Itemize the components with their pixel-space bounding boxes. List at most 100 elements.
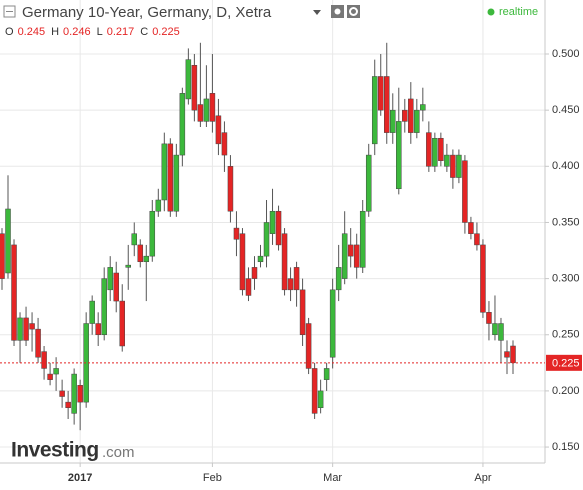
candle-body	[131, 233, 138, 246]
dropdown-arrow[interactable]	[313, 10, 321, 15]
candle-body	[227, 166, 234, 212]
candle-body	[173, 154, 180, 212]
candle-body	[335, 267, 342, 291]
candle-body	[438, 137, 444, 161]
candle-body	[185, 59, 192, 100]
y-tick-label: 0.450	[552, 104, 580, 116]
candle-body	[257, 255, 264, 263]
candle-body	[179, 93, 186, 156]
candle-body	[305, 323, 312, 369]
candle-body	[353, 244, 360, 268]
candle-body	[59, 390, 65, 397]
candle-body	[474, 233, 480, 246]
candle-body	[390, 109, 396, 133]
candle-body	[299, 289, 306, 336]
candle-body	[377, 76, 384, 111]
realtime-dot	[487, 8, 495, 16]
candle-body	[450, 154, 456, 178]
candle-body	[251, 267, 258, 279]
candle-body	[233, 227, 240, 240]
candle-body	[71, 373, 77, 414]
candle-body	[347, 244, 354, 257]
candle-body	[77, 385, 83, 403]
candle-body	[203, 98, 210, 122]
candle-body	[53, 368, 59, 375]
candle-body	[149, 210, 156, 257]
candle-body	[311, 368, 318, 414]
x-tick-label: Mar	[323, 472, 342, 484]
candle-body	[275, 210, 282, 246]
last-price-label: 0.225	[552, 358, 580, 370]
ohlc-letter: L	[97, 26, 103, 38]
candle-body	[101, 278, 107, 336]
candle-body	[365, 154, 372, 212]
candle-body	[396, 121, 402, 190]
candle-body	[263, 222, 270, 257]
x-tick-label: Feb	[203, 472, 222, 484]
candle-body	[95, 323, 101, 336]
ohlc-value: 0.225	[152, 26, 180, 38]
candle-body	[323, 368, 330, 380]
candle-body	[47, 373, 53, 380]
candle-body	[408, 98, 414, 133]
gear-icon-ring	[349, 7, 358, 16]
candle-body	[191, 64, 198, 111]
candle-body	[426, 132, 432, 167]
candle-body	[329, 289, 336, 358]
candle-body	[89, 300, 95, 324]
y-tick-label: 0.300	[552, 273, 580, 285]
candle-body	[0, 233, 5, 279]
ohlc-value: 0.217	[107, 26, 135, 38]
candle-body	[492, 323, 498, 336]
ohlc-letter: C	[140, 26, 148, 38]
candle-body	[35, 328, 41, 358]
x-tick-label: 2017	[68, 472, 92, 484]
y-tick-label: 0.500	[552, 48, 580, 60]
candle-body	[402, 109, 408, 122]
gear-icon[interactable]	[347, 5, 360, 18]
realtime-label: realtime	[499, 6, 538, 18]
ohlc-header: O 0.245 H 0.246 L 0.217 C 0.225	[5, 26, 180, 38]
candle-body	[341, 233, 348, 279]
ohlc-value: 0.245	[18, 26, 46, 38]
last-price-box	[546, 354, 582, 371]
candle-body	[432, 137, 438, 167]
candle-body	[281, 233, 288, 291]
candle-body	[107, 267, 113, 291]
candle-body	[359, 210, 366, 268]
candle-body	[468, 222, 474, 234]
ohlc-letter: H	[51, 26, 59, 38]
candle-body	[209, 93, 216, 122]
candle-body	[23, 317, 29, 341]
candle-body	[41, 351, 47, 369]
candle-body	[215, 115, 222, 145]
candle-body	[462, 160, 468, 223]
candle-body	[420, 104, 426, 111]
candle-body	[221, 132, 228, 156]
candle-body	[17, 317, 23, 341]
candle-body	[498, 323, 504, 341]
candle-body	[510, 345, 516, 364]
ohlc-value: 0.246	[63, 26, 91, 38]
y-tick-label: 0.200	[552, 385, 580, 397]
chart-title: Germany 10-Year, Germany, D, Xetra	[22, 4, 272, 21]
candle-body	[269, 210, 276, 234]
candle-body	[5, 208, 11, 274]
candle-body	[486, 312, 492, 324]
candle-body	[137, 244, 144, 263]
y-tick-label: 0.150	[552, 441, 580, 453]
candle-body	[317, 390, 324, 408]
candle-body	[245, 278, 252, 296]
candle-body	[293, 267, 300, 291]
candle-body	[197, 104, 204, 122]
candle-body	[384, 76, 390, 133]
candle-body	[287, 278, 294, 291]
brand-suffix: .com	[102, 444, 135, 461]
y-tick-label: 0.400	[552, 160, 580, 172]
candle-body	[65, 401, 71, 408]
candle-body	[29, 323, 35, 330]
ohlc-letter: O	[5, 26, 14, 38]
